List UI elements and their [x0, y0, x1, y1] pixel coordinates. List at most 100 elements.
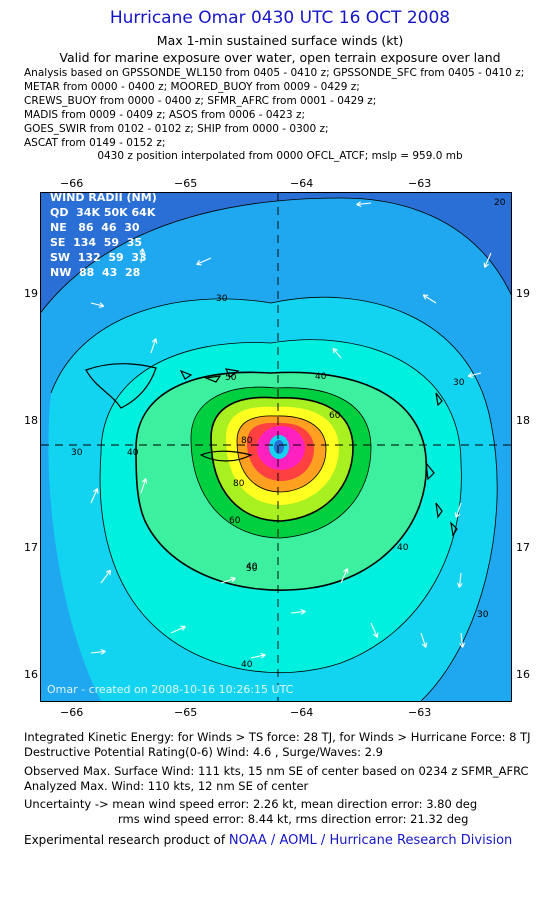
uncertainty-line: Uncertainty -> mean wind speed error: 2.…	[24, 797, 478, 811]
wind-vector	[140, 248, 144, 264]
contour-label: 40	[397, 543, 409, 553]
wind-vector	[420, 632, 427, 648]
wind-vector-head	[332, 347, 338, 354]
wind-vector	[150, 338, 157, 354]
lon-tick: −64	[290, 177, 314, 190]
wind-vector-head	[98, 302, 105, 308]
contour-line	[190, 386, 372, 539]
dpr-line: Destructive Potential Rating(0-6) Wind: …	[24, 745, 383, 759]
wind-vector	[340, 568, 348, 584]
wind-vector	[422, 294, 437, 304]
product-prefix: Experimental research product of	[24, 833, 229, 847]
wind-vector	[140, 478, 147, 494]
analyzed-wind-line: Analyzed Max. Wind: 110 kts, 12 nm SE of…	[24, 779, 309, 793]
wind-vector	[290, 610, 306, 614]
wind-vector	[370, 622, 378, 638]
wind-vector-head	[141, 478, 148, 484]
contour-line	[236, 415, 327, 493]
wind-vector-head	[454, 512, 461, 518]
contour-label: 30	[71, 448, 83, 458]
wind-radii-row: NE 86 46 30	[50, 221, 140, 234]
wind-vector-head	[93, 488, 99, 494]
wind-vector-head	[151, 338, 158, 344]
wind-vector	[458, 572, 462, 588]
lat-tick: 16	[516, 668, 530, 681]
lesser-antilles-coast	[425, 392, 458, 537]
contour-label: 20	[494, 198, 506, 208]
contour-label: 40	[315, 372, 327, 382]
wind-vector	[100, 569, 112, 584]
wind-vector-head	[139, 248, 146, 254]
wind-vector-head	[483, 262, 489, 268]
wind-vector-head	[459, 642, 466, 648]
wind-radii-row: SW 132 59 33	[50, 251, 147, 264]
wind-vector	[468, 372, 482, 377]
wind-vector-head	[343, 568, 349, 574]
contour-label: 30	[477, 610, 489, 620]
contour-label: 40	[241, 660, 253, 670]
lat-tick: 17	[24, 541, 38, 554]
wind-vector	[356, 202, 372, 206]
contour-line	[50, 296, 498, 701]
wind-vector	[90, 302, 104, 307]
lon-tick: −63	[408, 177, 432, 190]
wind-vector-head	[356, 201, 362, 208]
wind-vector	[460, 632, 464, 648]
wind-vector-head	[421, 642, 428, 648]
wind-radii-row: SE 134 59 35	[50, 236, 143, 249]
analysis-line: ASCAT from 0149 - 0152 z;	[24, 137, 166, 149]
lon-tick: −66	[60, 706, 84, 719]
wind-vector-head	[373, 632, 379, 638]
lon-tick: −65	[174, 706, 198, 719]
wind-vector-head	[467, 372, 474, 378]
contour-labels: 20 30 30 30 30 40 40 40 40 40 50 50 60 6…	[71, 198, 506, 670]
wind-radii-title: WIND RADII (NM)	[50, 191, 157, 204]
lat-tick: 18	[516, 414, 530, 427]
map-credit: Omar - created on 2008-10-16 10:26:15 UT…	[47, 683, 294, 696]
wind-vector	[250, 654, 266, 659]
analysis-line: MADIS from 0009 - 0409 z; ASOS from 0006…	[24, 109, 306, 121]
eye-center	[274, 440, 284, 454]
analysis-line: Analysis based on GPSSONDE_WL150 from 04…	[24, 67, 525, 79]
map-subtitle: Max 1-min sustained surface winds (kt)	[156, 33, 404, 48]
analysis-line: CREWS_BUOY from 0000 - 0400 z; SFMR_AFRC…	[24, 95, 377, 107]
contour-label: 60	[229, 516, 241, 526]
wind-vector-head	[260, 652, 266, 659]
product-org-link[interactable]: NOAA / AOML / Hurricane Research Divisio…	[228, 833, 513, 848]
observed-wind-line: Observed Max. Surface Wind: 111 kts, 15 …	[24, 764, 529, 778]
wind-vector	[332, 348, 342, 359]
contour-label: 30	[216, 294, 228, 304]
contour-line	[41, 197, 511, 313]
lon-tick: −65	[174, 177, 198, 190]
wind-vector-head	[196, 260, 202, 266]
wind-radii-table: WIND RADII (NM) QD 34K 50K 64K NE 86 46 …	[50, 190, 157, 280]
analysis-line: METAR from 0000 - 0400 z; MOORED_BUOY fr…	[24, 81, 360, 93]
wind-vector-head	[180, 625, 186, 631]
lat-tick: 19	[24, 287, 38, 300]
wind-vector	[170, 626, 186, 634]
wind-radii-header: QD 34K 50K 64K	[50, 206, 156, 219]
lon-tick: −64	[290, 706, 314, 719]
virgin-islands-coast	[179, 368, 240, 383]
wind-vector	[196, 257, 212, 265]
wind-vector	[484, 252, 492, 268]
wind-field-svg: 20 30 30 30 30 40 40 40 40 40 50 50 60 6…	[41, 193, 511, 701]
map-subtitle-validity: Valid for marine exposure over water, op…	[59, 50, 501, 65]
wind-radii-row: NW 88 43 28	[50, 266, 141, 279]
wind-vector-head	[230, 576, 236, 583]
lat-tick: 16	[24, 668, 38, 681]
lat-tick: 17	[516, 541, 530, 554]
wind-vector-head	[100, 648, 106, 655]
puerto-rico-coast	[85, 363, 157, 409]
contour-lines	[41, 197, 511, 701]
contour-label: 60	[329, 411, 341, 421]
lat-tick: 18	[24, 414, 38, 427]
coastlines	[85, 363, 458, 537]
st-croix-coast	[199, 450, 253, 462]
lon-tick: −66	[60, 177, 84, 190]
position-note: 0430 z position interpolated from 0000 O…	[97, 150, 463, 162]
lat-tick: 19	[516, 287, 530, 300]
wind-vector-head	[300, 608, 306, 615]
contour-label: 40	[127, 448, 139, 458]
wind-vector-head	[456, 582, 463, 588]
